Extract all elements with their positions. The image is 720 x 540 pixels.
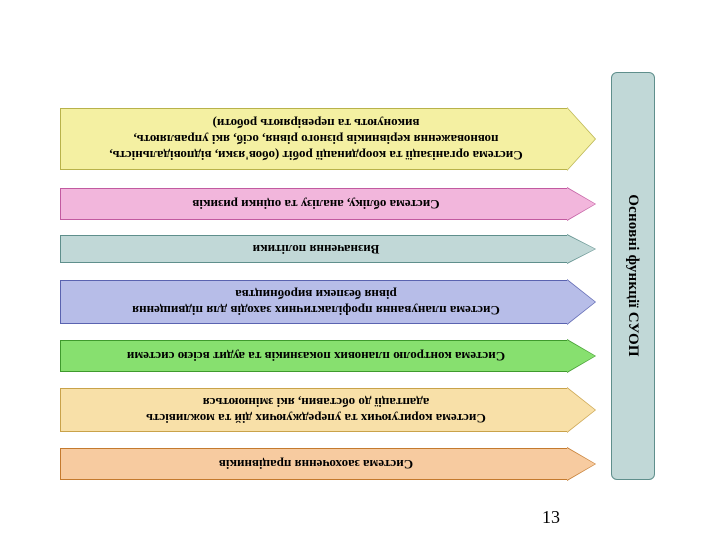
- arrow-control: Система контролю планових показників та …: [60, 340, 595, 372]
- arrow-planning: Система планування профілактичних заході…: [60, 280, 595, 324]
- sidebar-label: Основні функції СУОП: [624, 195, 641, 358]
- arrow-corrective-label: Система коригуючих та упереджуючих дій т…: [60, 388, 567, 432]
- arrow-organization-label: Система організації та координації робіт…: [60, 108, 567, 170]
- page-number: 13: [542, 507, 560, 528]
- arrow-policy: Визначення політики: [60, 235, 595, 263]
- arrow-planning-label: Система планування профілактичних заході…: [60, 280, 567, 324]
- arrow-risk-label: Система обліку, аналізу та оцінки ризикі…: [60, 188, 567, 220]
- arrow-encouragement-label: Система заохочення працівників: [60, 448, 567, 480]
- arrow-organization: Система організації та координації робіт…: [60, 108, 595, 170]
- arrow-corrective: Система коригуючих та упереджуючих дій т…: [60, 388, 595, 432]
- sidebar-main-functions: Основні функції СУОП: [611, 72, 655, 480]
- arrow-risk: Система обліку, аналізу та оцінки ризикі…: [60, 188, 595, 220]
- arrow-encouragement: Система заохочення працівників: [60, 448, 595, 480]
- arrow-control-label: Система контролю планових показників та …: [60, 340, 567, 372]
- arrow-policy-label: Визначення політики: [60, 235, 567, 263]
